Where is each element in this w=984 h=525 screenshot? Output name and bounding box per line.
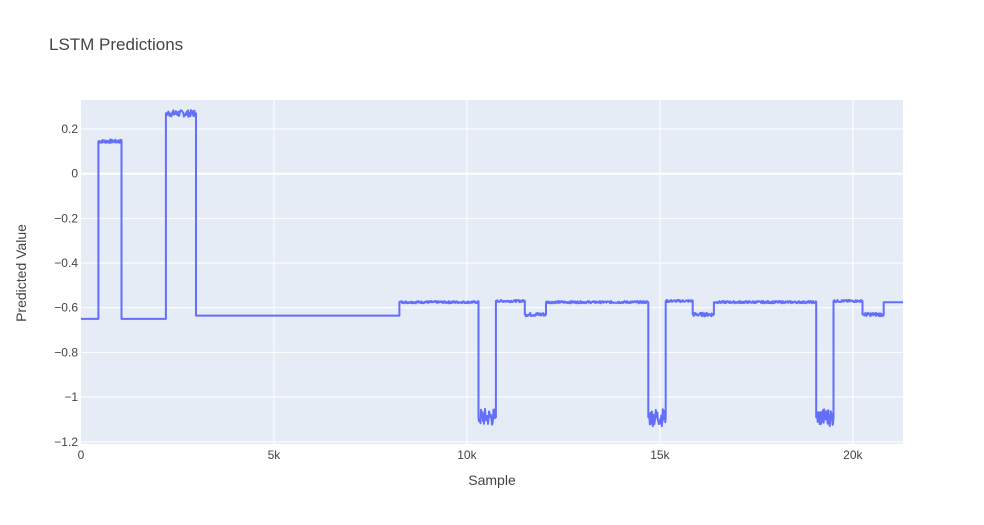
y-tick-label: −1	[64, 390, 78, 404]
y-tick-label: −1.2	[54, 435, 78, 449]
y-tick-label: −0.4	[54, 256, 78, 270]
y-tick-labels: 0.2 0 −0.2 −0.4 −0.6 −0.8 −1 −1.2	[54, 122, 78, 449]
y-gridlines	[81, 128, 903, 443]
x-tick-label: 0	[78, 448, 85, 462]
x-gridlines	[273, 100, 854, 444]
plot-area	[81, 100, 903, 444]
y-tick-label: −0.6	[54, 301, 78, 315]
x-tick-labels: 0 5k 10k 15k 20k	[78, 448, 864, 462]
chart-title: LSTM Predictions	[49, 35, 183, 54]
y-tick-label: 0	[71, 167, 78, 181]
x-axis-title: Sample	[468, 472, 516, 488]
series-layer	[81, 109, 903, 428]
series-line	[81, 109, 903, 428]
y-tick-label: −0.2	[54, 211, 78, 225]
x-tick-label: 5k	[268, 448, 282, 462]
x-tick-label: 15k	[650, 448, 670, 462]
x-tick-label: 10k	[457, 448, 477, 462]
x-tick-label: 20k	[843, 448, 863, 462]
y-axis-title: Predicted Value	[13, 224, 29, 322]
y-tick-label: 0.2	[61, 122, 78, 136]
y-tick-label: −0.8	[54, 345, 78, 359]
